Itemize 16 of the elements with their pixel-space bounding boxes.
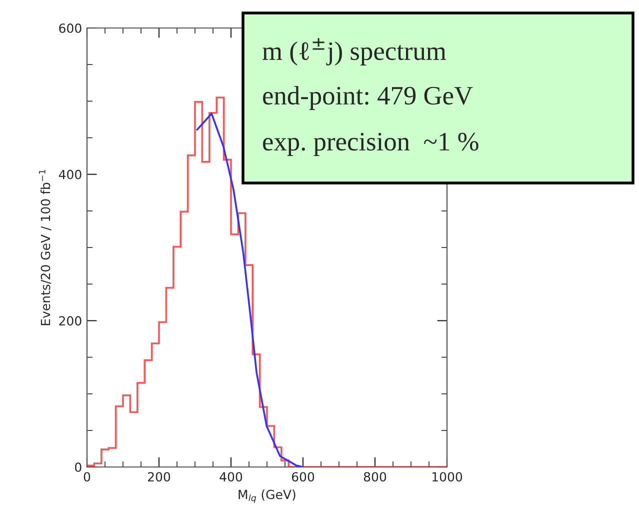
x-axis-title: M$_{lq}$ (GeV) xyxy=(238,490,296,503)
x-tick-label: 0 xyxy=(84,472,90,482)
annotation: exp. precision ~1 % xyxy=(263,132,478,156)
y-tick-label: 0 xyxy=(75,462,82,472)
x-tick-label: 400 xyxy=(220,472,242,482)
y-axis-title: Events/20 GeV / 100 fb$^{−1}$ xyxy=(38,170,52,326)
y-tick-label: 200 xyxy=(59,316,82,326)
x-tick-label: 800 xyxy=(364,472,386,482)
x-tick-label: 200 xyxy=(148,472,170,482)
x-tick-label: 1000 xyxy=(432,472,462,482)
annotation: end-point: 479 GeV xyxy=(263,86,473,110)
y-tick-label: 400 xyxy=(58,170,82,180)
y-tick-label: 600 xyxy=(59,23,82,33)
line-series xyxy=(196,112,304,467)
x-tick-label: 600 xyxy=(292,472,314,482)
annotation: m (ℓ$^{±}$j) spectrum xyxy=(262,38,446,66)
